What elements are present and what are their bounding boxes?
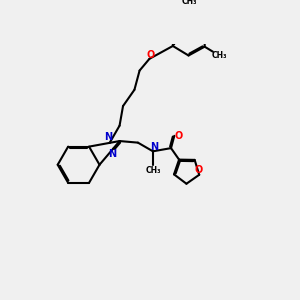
Text: N: N xyxy=(108,149,116,159)
Text: CH₃: CH₃ xyxy=(145,166,161,175)
Text: N: N xyxy=(150,142,158,152)
Text: O: O xyxy=(146,50,154,60)
Text: O: O xyxy=(175,131,183,141)
Text: O: O xyxy=(195,166,203,176)
Text: CH₃: CH₃ xyxy=(211,51,227,60)
Text: N: N xyxy=(104,132,112,142)
Text: CH₃: CH₃ xyxy=(182,0,197,7)
